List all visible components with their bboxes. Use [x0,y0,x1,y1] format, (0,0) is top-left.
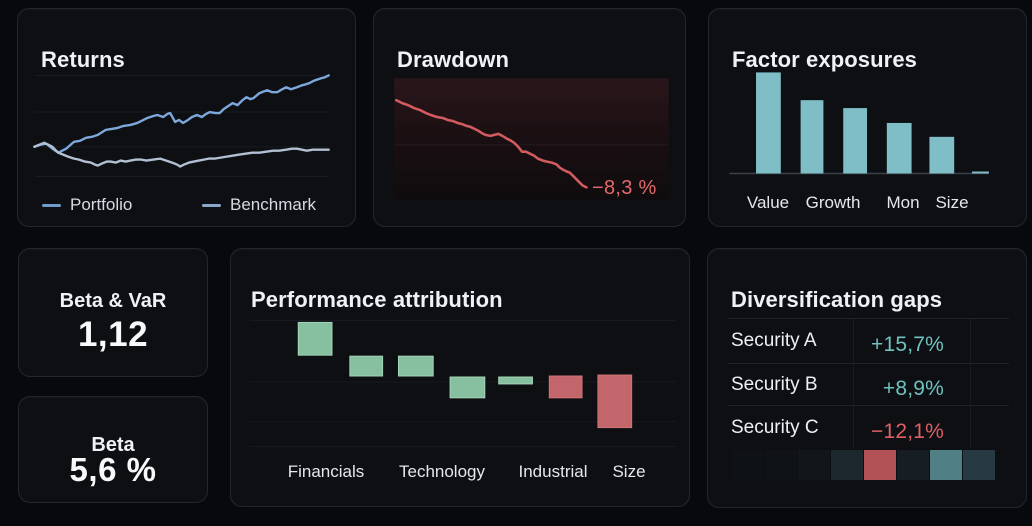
diversification-heatmap [732,450,995,480]
portfolio-legend-label: Portfolio [70,195,133,214]
factor-bar [843,108,868,174]
beta-var-title: Beta & VaR [59,289,167,312]
portfolio-line [33,74,330,154]
heatmap-cell[interactable] [798,450,830,480]
benchmark-legend-label: Benchmark [230,195,316,214]
waterfall-bar-positive [349,355,384,377]
benchmark-line [33,141,330,168]
axis-label: Value [746,193,790,212]
beta-var-value: 1,12 [77,315,149,354]
table-divider [728,318,1009,319]
portfolio-swatch-icon [42,203,61,207]
drawdown-line [394,98,588,189]
heatmap-cell[interactable] [897,450,929,480]
panel-returns: Returns Portfolio Benchmark [17,8,356,227]
axis-label: Technology [398,462,486,481]
waterfall-bar-positive [297,321,333,356]
table-divider [728,363,1009,364]
factor-bar-chart [729,72,989,175]
heatmap-cell[interactable] [864,450,896,480]
panel-diversification: Diversification gaps Security A +15,7% S… [707,248,1027,508]
legend-item-benchmark[interactable]: Benchmark [202,195,316,215]
axis-label: Industrial [518,462,588,481]
attribution-title: Performance attribution [251,287,503,313]
factor-bar [886,122,912,174]
axis-label: Mon [886,193,920,212]
table-column-divider [970,318,971,449]
table-divider [728,405,1009,406]
diversification-title: Diversification gaps [731,287,943,313]
heatmap-cell[interactable] [831,450,863,480]
factor-bar [929,136,955,174]
security-a-label: Security A [731,330,817,351]
drawdown-line-chart [394,78,669,200]
heatmap-cell[interactable] [765,450,797,480]
waterfall-bar-positive [397,355,434,377]
card-beta: Beta 5,6 % [18,396,208,503]
axis-label: Size [612,462,646,481]
security-b-value: +8,9% [882,377,944,400]
drawdown-title: Drawdown [397,47,510,73]
factor-title: Factor exposures [732,47,918,73]
beta-title: Beta [91,433,135,456]
security-c-label: Security C [731,417,819,438]
waterfall-bar-negative [597,374,633,429]
card-beta-var: Beta & VaR 1,12 [18,248,208,377]
benchmark-swatch-icon [202,203,221,207]
panel-attribution: Performance attribution Financials Techno… [230,248,690,507]
returns-title: Returns [41,47,125,73]
beta-value: 5,6 % [69,451,157,488]
attribution-waterfall-chart [249,319,677,447]
heatmap-cell[interactable] [930,450,962,480]
waterfall-bar-positive [449,376,486,399]
factor-bar [756,72,781,174]
axis-label: Financials [287,462,365,481]
legend-item-portfolio[interactable]: Portfolio [42,195,132,215]
drawdown-value-label: −8,3 % [592,177,657,199]
drawdown-area-background [394,78,669,200]
factor-bar [972,171,989,174]
heatmap-cell[interactable] [732,450,764,480]
factor-bar [800,100,824,174]
axis-label: Size [935,193,969,212]
waterfall-bar-positive [498,376,533,385]
security-c-value: −12,1% [870,420,944,443]
returns-line-chart [33,74,330,177]
panel-drawdown: Drawdown −8,3 % [373,8,686,227]
axis-label: Growth [805,193,861,212]
security-b-label: Security B [731,374,818,395]
panel-factor-exposures: Factor exposures Value Growth Mon Size [708,8,1027,227]
security-a-value: +15,7% [870,333,944,356]
table-column-divider [853,318,854,449]
waterfall-bar-negative [548,375,583,399]
heatmap-cell[interactable] [963,450,995,480]
